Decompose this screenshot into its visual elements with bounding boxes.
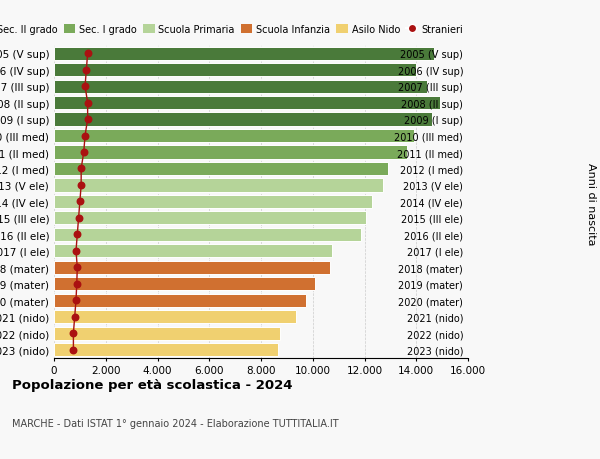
Point bbox=[75, 198, 85, 206]
Bar bbox=[54, 228, 361, 241]
Bar bbox=[54, 294, 306, 307]
Bar bbox=[54, 64, 416, 77]
Bar bbox=[54, 327, 280, 340]
Bar bbox=[54, 146, 407, 159]
Point bbox=[83, 50, 92, 58]
Bar bbox=[54, 80, 427, 94]
Bar bbox=[54, 261, 329, 274]
Bar bbox=[54, 97, 440, 110]
Point bbox=[71, 297, 81, 304]
Point bbox=[80, 83, 90, 90]
Point bbox=[80, 133, 90, 140]
Point bbox=[70, 313, 79, 321]
Point bbox=[73, 264, 82, 271]
Bar bbox=[54, 179, 383, 192]
Bar bbox=[54, 48, 434, 61]
Bar bbox=[54, 113, 432, 126]
Bar bbox=[54, 130, 413, 143]
Legend: Sec. II grado, Sec. I grado, Scuola Primaria, Scuola Infanzia, Asilo Nido, Stran: Sec. II grado, Sec. I grado, Scuola Prim… bbox=[0, 25, 463, 35]
Point bbox=[76, 182, 86, 189]
Point bbox=[83, 116, 92, 123]
Bar bbox=[54, 212, 366, 225]
Bar bbox=[54, 196, 372, 208]
Point bbox=[76, 165, 86, 173]
Bar bbox=[54, 310, 296, 324]
Point bbox=[79, 149, 89, 157]
Point bbox=[68, 346, 78, 353]
Point bbox=[68, 330, 78, 337]
Text: MARCHE - Dati ISTAT 1° gennaio 2024 - Elaborazione TUTTITALIA.IT: MARCHE - Dati ISTAT 1° gennaio 2024 - El… bbox=[12, 418, 338, 428]
Point bbox=[71, 247, 81, 255]
Bar bbox=[54, 162, 388, 176]
Text: Popolazione per età scolastica - 2024: Popolazione per età scolastica - 2024 bbox=[12, 379, 293, 392]
Point bbox=[72, 280, 82, 288]
Text: Anni di nascita: Anni di nascita bbox=[586, 163, 596, 246]
Bar bbox=[54, 245, 332, 258]
Point bbox=[74, 215, 83, 222]
Point bbox=[73, 231, 82, 239]
Point bbox=[82, 67, 91, 74]
Bar bbox=[54, 278, 316, 291]
Bar bbox=[54, 343, 278, 356]
Point bbox=[83, 100, 92, 107]
